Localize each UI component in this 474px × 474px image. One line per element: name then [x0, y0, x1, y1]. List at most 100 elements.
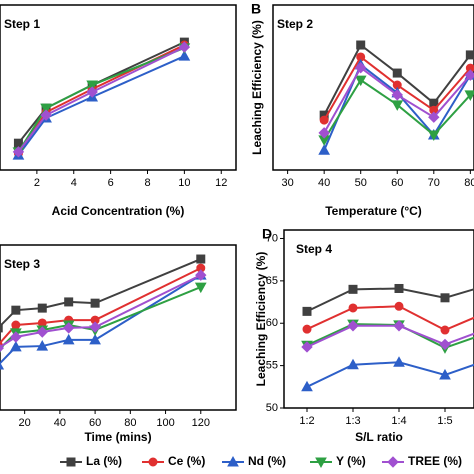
plot-frame [272, 4, 474, 171]
marker [11, 320, 21, 330]
x-tick-label: 6 [108, 177, 114, 189]
marker [227, 455, 239, 467]
y-tick-label: 50 [266, 402, 278, 414]
panel-label: B [251, 1, 261, 17]
marker [393, 356, 405, 367]
x-tick-label: 1:5 [437, 415, 452, 427]
marker [464, 90, 474, 101]
series-line [0, 274, 202, 365]
y-tick-label: 65 [266, 275, 278, 287]
series-line [17, 44, 185, 155]
marker [348, 303, 358, 313]
plot-area [301, 283, 474, 392]
marker [10, 331, 22, 343]
x-tick-label: 60 [391, 177, 403, 189]
x-axis-label: Acid Concentration (%) [52, 204, 185, 218]
plot-frame [0, 4, 237, 171]
legend-label: La (%) [86, 454, 122, 468]
marker [318, 144, 331, 155]
marker [391, 100, 404, 111]
x-tick-label: 8 [144, 177, 150, 189]
marker [348, 284, 358, 294]
marker [90, 298, 100, 308]
marker [62, 333, 75, 345]
x-axis-label: Temperature (°C) [325, 204, 422, 218]
marker [427, 130, 440, 141]
marker [0, 323, 3, 333]
x-tick-label: 80 [464, 177, 474, 189]
marker [428, 111, 440, 123]
marker [387, 456, 399, 468]
plot-area [318, 40, 474, 155]
x-tick-label: 50 [355, 177, 367, 189]
x-tick-label: 12 [215, 177, 227, 189]
x-tick-label: 1:3 [345, 415, 360, 427]
marker [301, 341, 313, 353]
marker [86, 86, 98, 98]
x-tick-label: 40 [54, 417, 66, 429]
x-tick-label: 10 [178, 177, 190, 189]
x-tick-label: 80 [124, 417, 136, 429]
x-axis-label: Time (mins) [84, 430, 151, 444]
panel-label: D [262, 226, 272, 242]
marker [195, 269, 207, 281]
step-label: Step 1 [4, 17, 40, 31]
step-label: Step 3 [4, 257, 40, 271]
step-label: Step 4 [296, 242, 332, 256]
marker [347, 320, 359, 332]
marker [440, 293, 450, 303]
marker [394, 283, 404, 293]
x-tick-label: 100 [156, 417, 174, 429]
marker [439, 368, 451, 380]
x-tick-label: 1:4 [391, 415, 406, 427]
marker [391, 89, 403, 101]
marker [64, 297, 74, 307]
marker [301, 380, 313, 392]
marker [354, 75, 367, 87]
plot-frame [0, 244, 237, 411]
marker [196, 254, 206, 264]
x-tick-label: 2 [34, 177, 40, 189]
y-axis-label: Leaching Efficiency (%) [254, 252, 268, 387]
marker [66, 457, 76, 467]
x-axis-label: S/L ratio [355, 430, 403, 444]
marker [0, 344, 4, 353]
legend-label: TREE (%) [408, 454, 462, 468]
x-tick-label: 4 [71, 177, 77, 189]
x-tick-label: 1:2 [299, 415, 314, 427]
marker [302, 324, 312, 334]
marker [148, 457, 158, 467]
marker [62, 322, 75, 334]
marker [36, 326, 48, 338]
marker [439, 338, 451, 351]
marker [178, 50, 191, 61]
x-tick-label: 30 [281, 177, 293, 189]
marker [315, 457, 327, 469]
legend-label: Y (%) [336, 454, 366, 468]
marker [194, 282, 207, 294]
marker [302, 306, 312, 316]
marker [394, 301, 404, 311]
marker [89, 333, 101, 345]
marker [10, 340, 22, 352]
x-tick-label: 70 [428, 177, 440, 189]
marker [319, 115, 329, 125]
marker [0, 362, 5, 370]
plot-frame [283, 229, 474, 409]
marker [36, 340, 49, 351]
series-line [0, 286, 202, 350]
marker [40, 103, 52, 115]
legend-label: Nd (%) [248, 454, 286, 468]
marker [40, 109, 52, 121]
marker [347, 358, 359, 370]
plot-area [0, 254, 207, 370]
y-axis-label: Leaching Efficiency (%) [250, 20, 264, 155]
marker [37, 303, 47, 313]
marker [12, 146, 25, 158]
y-tick-label: 70 [266, 232, 278, 244]
y-tick-label: 55 [266, 360, 278, 372]
marker [11, 305, 21, 315]
legend-label: Ce (%) [168, 454, 205, 468]
marker [89, 321, 101, 333]
